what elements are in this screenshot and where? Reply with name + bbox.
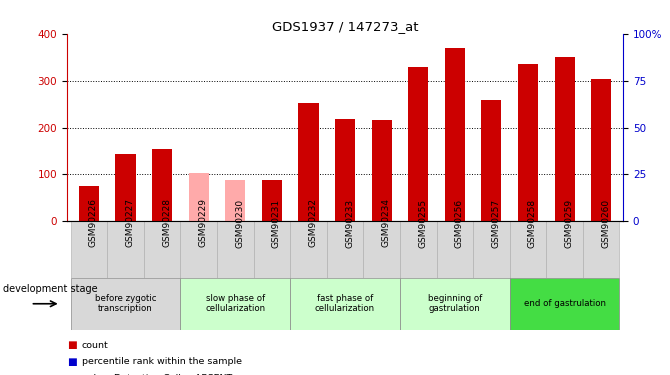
Text: GSM90258: GSM90258 [528,198,537,248]
Bar [115,154,135,221]
Text: GSM90234: GSM90234 [382,198,391,248]
Bar [400,278,510,330]
Text: GSM90231: GSM90231 [272,198,281,248]
Bar [107,221,144,278]
Text: GSM90227: GSM90227 [125,198,135,248]
Bar [481,100,501,221]
Text: GSM90256: GSM90256 [455,198,464,248]
Text: ■: ■ [67,374,77,375]
Text: percentile rank within the sample: percentile rank within the sample [82,357,242,366]
Text: GSM90228: GSM90228 [162,198,171,248]
Text: GSM90226: GSM90226 [89,198,98,248]
Text: count: count [82,340,109,350]
Bar [400,221,437,278]
Bar [189,173,209,221]
Text: development stage: development stage [3,284,98,294]
Bar [180,278,290,330]
Bar [79,186,99,221]
Bar [70,278,180,330]
Text: ■: ■ [67,340,77,350]
Text: value, Detection Call = ABSENT: value, Detection Call = ABSENT [82,374,232,375]
Bar [290,278,400,330]
Text: GSM90232: GSM90232 [308,198,318,248]
Bar [363,221,400,278]
Bar [290,221,327,278]
Bar [372,120,392,221]
Bar [298,103,318,221]
Bar [408,67,428,221]
Text: GSM90229: GSM90229 [199,198,208,248]
Bar [144,221,180,278]
Text: GSM90259: GSM90259 [565,198,574,248]
Bar [217,221,253,278]
Text: GSM90255: GSM90255 [418,198,427,248]
Bar [253,221,290,278]
Bar [583,221,620,278]
Bar [518,64,538,221]
Bar [70,221,107,278]
Bar [555,57,575,221]
Bar [445,48,465,221]
Text: fast phase of
cellularization: fast phase of cellularization [315,294,375,314]
Bar [473,221,510,278]
Bar [546,221,583,278]
Text: GSM90257: GSM90257 [491,198,500,248]
Text: end of gastrulation: end of gastrulation [523,299,606,308]
Bar [180,221,217,278]
Text: GSM90260: GSM90260 [601,198,610,248]
Bar [152,148,172,221]
Text: before zygotic
transcription: before zygotic transcription [94,294,156,314]
Bar [225,180,245,221]
Text: ■: ■ [67,357,77,367]
Text: GSM90230: GSM90230 [235,198,245,248]
Bar [262,180,282,221]
Bar [327,221,363,278]
Bar [335,119,355,221]
Bar [510,278,620,330]
Title: GDS1937 / 147273_at: GDS1937 / 147273_at [272,20,418,33]
Text: slow phase of
cellularization: slow phase of cellularization [205,294,265,314]
Bar [510,221,546,278]
Bar [591,79,611,221]
Text: GSM90233: GSM90233 [345,198,354,248]
Text: beginning of
gastrulation: beginning of gastrulation [427,294,482,314]
Bar [437,221,473,278]
